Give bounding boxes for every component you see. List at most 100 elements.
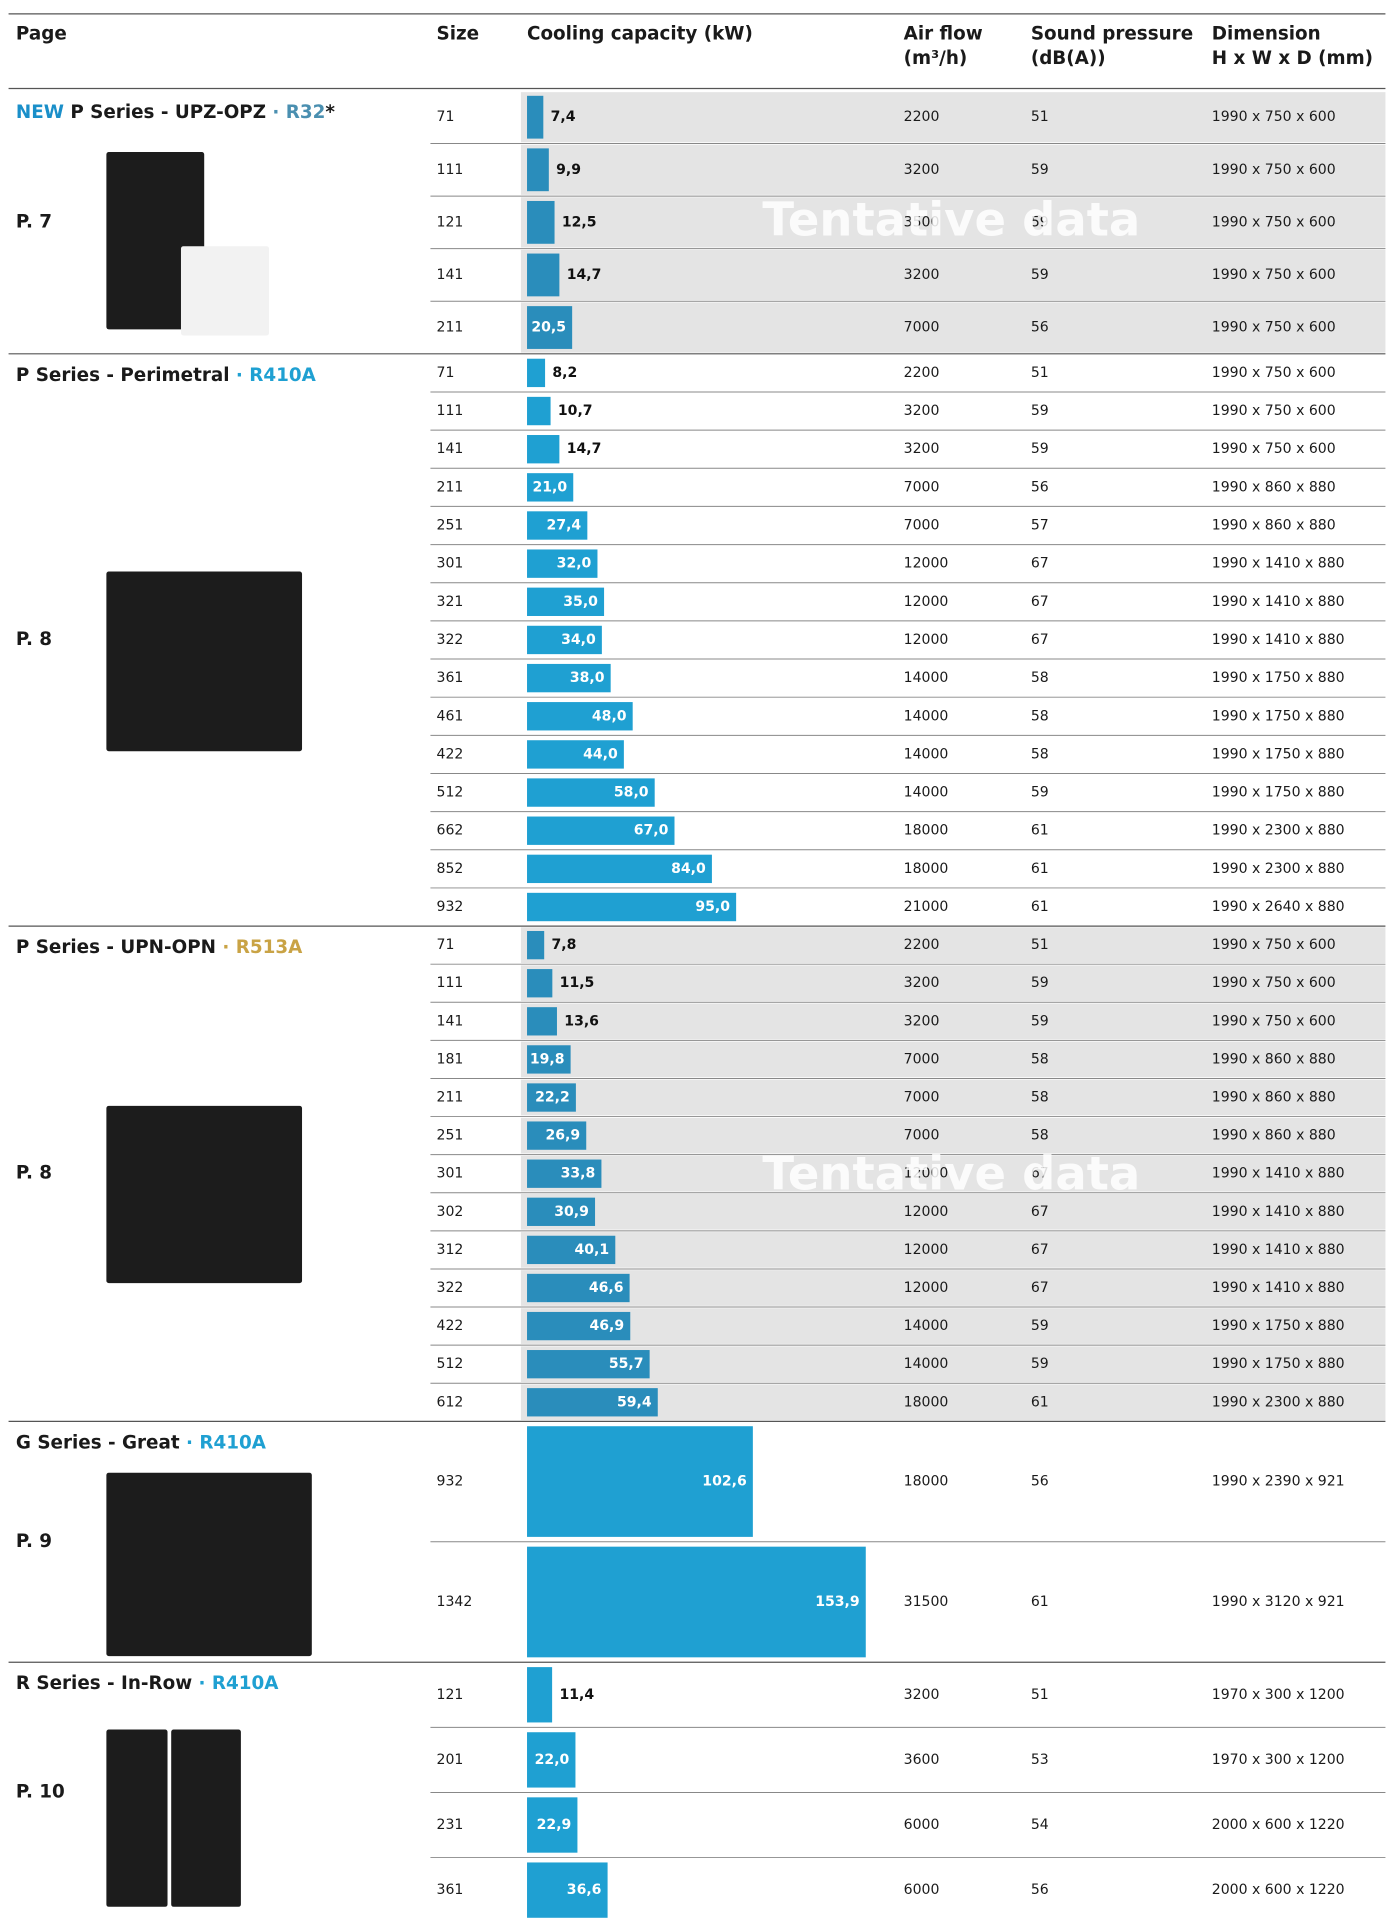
sound: 53: [1031, 1752, 1049, 1768]
airflow: 12000: [904, 1166, 949, 1182]
row-shade: [520, 1270, 1386, 1306]
capacity-bar: [527, 816, 675, 845]
dimension: 1990 x 860 x 880: [1212, 518, 1336, 534]
capacity-bar: [527, 1732, 576, 1788]
capacity-label: 11,4: [559, 1687, 594, 1703]
series-name: G Series - Great: [16, 1432, 180, 1453]
airflow: 3200: [904, 975, 940, 991]
refrigerant: · R32: [272, 102, 325, 123]
sound: 61: [1031, 1394, 1049, 1410]
sound: 61: [1031, 899, 1049, 915]
capacity-bar: [527, 702, 633, 731]
page-ref: P. 8: [16, 629, 52, 650]
size: 251: [437, 1128, 464, 1144]
sound: 67: [1031, 632, 1049, 648]
size: 512: [437, 785, 464, 801]
capacity-bar: [527, 200, 555, 244]
sound: 51: [1031, 365, 1049, 381]
section-title: G Series - Great · R410A: [16, 1432, 267, 1453]
header-capacity: Cooling capacity (kW): [527, 24, 753, 45]
series-name: R Series - In-Row: [16, 1673, 192, 1694]
capacity-label: 84,0: [671, 861, 706, 877]
refrigerant: · R513A: [222, 937, 303, 958]
capacity-label: 7,8: [552, 937, 577, 953]
product-image: [180, 246, 270, 336]
size: 111: [437, 975, 464, 991]
dimension: 1990 x 1410 x 880: [1212, 1280, 1345, 1296]
capacity-label: 102,6: [702, 1474, 747, 1490]
dimension: 1990 x 750 x 600: [1212, 975, 1336, 991]
capacity-label: 30,9: [554, 1204, 589, 1220]
row-shade: [520, 1041, 1386, 1078]
size: 852: [437, 861, 464, 877]
size: 71: [437, 937, 455, 953]
capacity-label: 20,5: [531, 320, 566, 336]
header-airflow-unit: (m³/h): [904, 48, 968, 69]
size: 121: [437, 1687, 464, 1703]
airflow: 7000: [904, 1051, 940, 1067]
capacity-label: 48,0: [592, 708, 627, 724]
airflow: 6000: [904, 1882, 940, 1898]
airflow: 14000: [904, 1356, 949, 1372]
sound: 56: [1031, 479, 1049, 495]
airflow: 31500: [904, 1594, 949, 1610]
sound: 67: [1031, 1280, 1049, 1296]
size: 1342: [437, 1594, 473, 1610]
product-image: [106, 1729, 168, 1907]
airflow: 12000: [904, 1242, 949, 1258]
dimension: 1990 x 860 x 880: [1212, 479, 1336, 495]
size: 312: [437, 1242, 464, 1258]
airflow: 18000: [904, 1474, 949, 1490]
capacity-bar: [527, 1273, 630, 1303]
row-shade: [520, 1193, 1386, 1230]
refrigerant: · R410A: [199, 1673, 280, 1694]
dimension: 1990 x 750 x 600: [1212, 1013, 1336, 1029]
row-shade: [520, 144, 1386, 195]
header-dimension-unit: H x W x D (mm): [1212, 48, 1373, 69]
capacity-bar: [527, 148, 549, 192]
dimension: 1990 x 750 x 600: [1212, 267, 1336, 283]
airflow: 12000: [904, 594, 949, 610]
airflow: 12000: [904, 1204, 949, 1220]
size: 512: [437, 1356, 464, 1372]
dimension: 1990 x 1410 x 880: [1212, 1204, 1345, 1220]
airflow: 14000: [904, 746, 949, 762]
row-shade: [520, 1117, 1386, 1154]
row-shade: [520, 927, 1386, 963]
size: 361: [437, 1882, 464, 1898]
capacity-label: 13,6: [564, 1013, 599, 1029]
dimension: 1990 x 1750 x 880: [1212, 708, 1345, 724]
dimension: 1990 x 2300 x 880: [1212, 1394, 1345, 1410]
size: 301: [437, 1166, 464, 1182]
size: 932: [437, 899, 464, 915]
capacity-bar: [527, 549, 598, 578]
capacity-label: 38,0: [570, 670, 605, 686]
airflow: 14000: [904, 1318, 949, 1334]
header-sound-unit: (dB(A)): [1031, 48, 1106, 69]
size: 322: [437, 1280, 464, 1296]
airflow: 3200: [904, 267, 940, 283]
dimension: 1990 x 1750 x 880: [1212, 1318, 1345, 1334]
size: 321: [437, 594, 464, 610]
suffix: *: [325, 102, 335, 123]
capacity-label: 9,9: [556, 162, 581, 178]
product-image: [171, 1729, 241, 1907]
capacity-label: 7,4: [551, 109, 576, 125]
series-name: P Series - UPN-OPN: [16, 937, 216, 958]
airflow: 3200: [904, 441, 940, 457]
airflow: 12000: [904, 556, 949, 572]
size: 302: [437, 1204, 464, 1220]
sound: 61: [1031, 1594, 1049, 1610]
airflow: 14000: [904, 785, 949, 801]
size: 211: [437, 1090, 464, 1106]
capacity-label: 14,7: [567, 267, 602, 283]
product-image: [106, 1105, 303, 1284]
capacity-bar: [527, 625, 602, 655]
sound: 51: [1031, 109, 1049, 125]
capacity-label: 11,5: [560, 975, 595, 991]
sound: 56: [1031, 1882, 1049, 1898]
sound: 61: [1031, 861, 1049, 877]
row-shade: [520, 1232, 1386, 1268]
dimension: 1990 x 750 x 600: [1212, 162, 1336, 178]
size: 662: [437, 823, 464, 839]
